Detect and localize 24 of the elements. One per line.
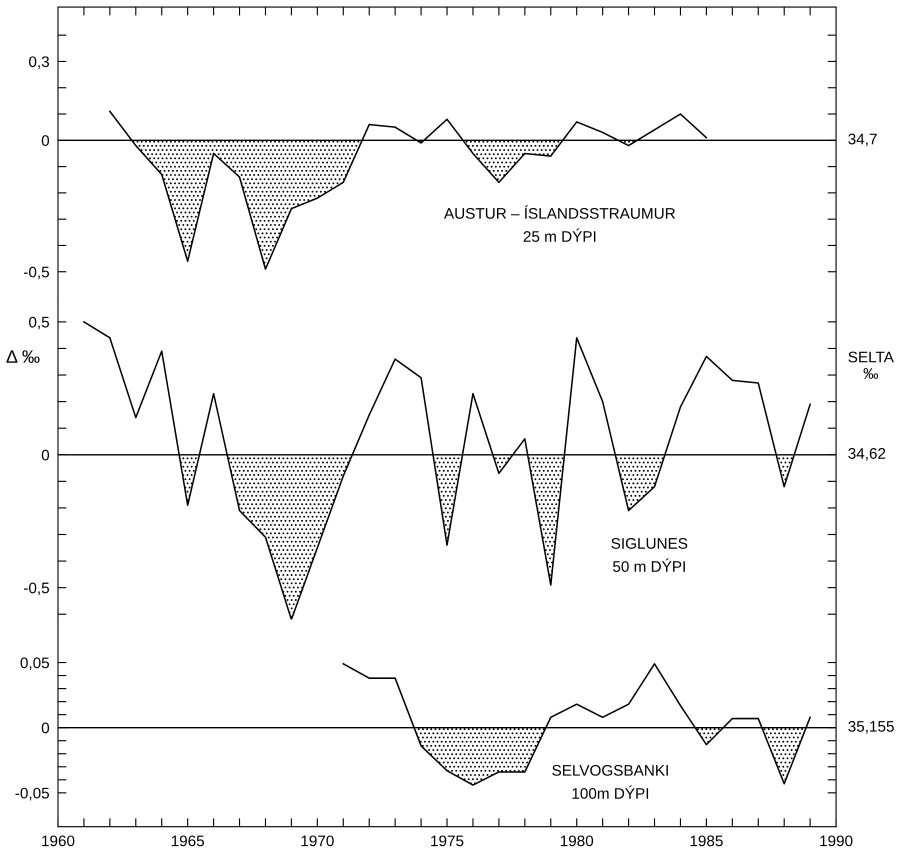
x-tick-label: 1965 bbox=[172, 835, 204, 846]
text: 35,155 bbox=[848, 720, 894, 734]
x-tick-label: 1990 bbox=[820, 835, 852, 846]
x-tick-label: 1975 bbox=[431, 835, 464, 846]
y-axis-title: Δ ‰ bbox=[6, 350, 40, 363]
text: 34,7 bbox=[848, 134, 877, 146]
y-tick-label: 0 bbox=[42, 722, 50, 734]
x-tick-label: 1970 bbox=[302, 835, 334, 846]
y-tick-label: 0,05 bbox=[20, 657, 50, 670]
text: 34,62 bbox=[848, 448, 886, 461]
text: SIGLUNES 50 m DÝPI bbox=[611, 538, 688, 572]
y-tick-label: 0,5 bbox=[29, 316, 50, 330]
y-tick-label: 0,3 bbox=[29, 56, 49, 69]
y-tick-label: -0,05 bbox=[16, 788, 50, 800]
y-tick-label: -0,5 bbox=[24, 266, 50, 280]
y-tick-label: -0,5 bbox=[24, 582, 50, 596]
text: AUSTUR – ÍSLANDSSTRAUMUR 25 m DÝPI bbox=[444, 205, 676, 242]
text: SELVOGSBANKI 100m DÝPI bbox=[552, 764, 668, 799]
x-tick-label: 1985 bbox=[690, 835, 723, 846]
y2-axis-title: SELTA ‰ bbox=[848, 352, 894, 379]
x-tick-label: 1980 bbox=[560, 835, 594, 846]
y-tick-label: 0 bbox=[42, 450, 50, 460]
x-tick-label: 1960 bbox=[42, 835, 74, 846]
y-tick-label: 0 bbox=[42, 135, 50, 146]
